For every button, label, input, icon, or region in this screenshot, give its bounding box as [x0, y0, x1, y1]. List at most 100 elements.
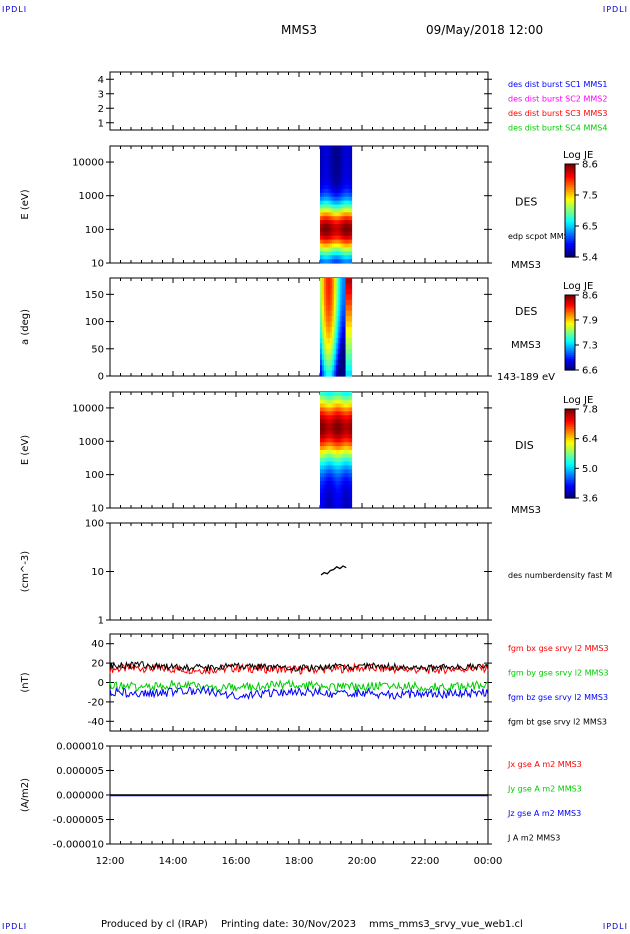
spectrogram-cell — [320, 227, 323, 233]
pitch-cell — [320, 321, 323, 328]
spectrogram-cell — [325, 231, 329, 237]
spectrogram-cell — [347, 422, 351, 428]
spectrogram-cell — [347, 480, 351, 486]
spectrogram-cell — [337, 504, 341, 509]
pitch-cell — [337, 332, 341, 339]
colorbar-1-cell — [565, 177, 575, 181]
spectrogram-cell — [345, 227, 349, 233]
spectrogram-cell — [329, 392, 333, 397]
pitch-cell — [329, 321, 333, 328]
spectrogram-cell — [329, 395, 333, 401]
pitch-cell — [339, 359, 343, 366]
spectrogram-cell — [339, 212, 343, 217]
spectrogram-cell — [339, 438, 343, 443]
current-legend-entry: Jx gse A m2 MMS3 — [507, 760, 582, 769]
spectrogram-cell — [337, 477, 341, 482]
spectrogram-cell — [333, 446, 337, 451]
spectrogram-cell — [327, 446, 331, 451]
spectrogram-cell — [333, 146, 337, 151]
pitch-cell — [333, 327, 337, 334]
density-ytick-label: 10 — [91, 567, 104, 578]
spectrogram-cell — [323, 169, 327, 174]
spectrogram-cell — [331, 255, 335, 260]
spacecraft-label: MMS3 — [511, 505, 541, 516]
spectrogram-cell — [327, 212, 331, 217]
spectrogram-cell — [337, 239, 341, 245]
spectrogram-cell — [343, 146, 347, 151]
spectrogram-cell — [335, 247, 339, 252]
pitch-cell — [325, 354, 329, 361]
spectrogram-cell — [325, 488, 329, 494]
spectrogram-cell — [347, 469, 351, 474]
spectrogram-cell — [335, 239, 339, 245]
spectrogram-cell — [325, 395, 329, 401]
colorbar-3-tick-label: 3.6 — [582, 494, 598, 505]
spectrogram-cell — [321, 430, 325, 436]
spectrogram-cell — [323, 157, 327, 163]
pitch-cell — [349, 337, 353, 344]
pitch-cell — [347, 332, 351, 339]
pitch-cell — [327, 343, 331, 350]
spectrogram-cell — [345, 247, 349, 252]
spectrogram-cell — [321, 255, 325, 260]
spectrogram-cell — [337, 496, 341, 501]
time-axis-label: 16:00 — [222, 856, 251, 867]
colorbar-3-cell — [565, 455, 575, 459]
spectrogram-cell — [337, 188, 341, 194]
spectrogram-cell — [333, 204, 337, 209]
pitch-cell — [327, 321, 331, 328]
spectrogram-cell — [331, 259, 335, 264]
spectrogram-cell — [339, 504, 343, 509]
spectrogram-cell — [329, 504, 333, 509]
pitch-cell — [343, 343, 347, 350]
spectrogram-cell — [329, 438, 333, 443]
spectrogram-cell — [349, 395, 353, 401]
spectrogram-cell — [333, 403, 337, 409]
pitch-cell — [320, 327, 323, 334]
spectrogram-cell — [343, 149, 347, 155]
spectrogram-cell — [337, 469, 341, 474]
colorbar-1-cell — [565, 215, 575, 219]
spectrogram-cell — [345, 185, 349, 190]
pitch-cell — [341, 365, 345, 372]
pitch-cell — [320, 299, 323, 306]
pitch-cell — [335, 359, 339, 366]
spectrogram-cell — [349, 399, 353, 405]
spectrogram-cell — [349, 392, 353, 397]
spectrogram-cell — [337, 446, 341, 451]
spectrogram-cell — [333, 484, 337, 490]
spectrogram-cell — [341, 473, 345, 478]
pitch-cell — [341, 299, 345, 306]
spectrogram-cell — [327, 500, 331, 505]
spectrogram-cell — [321, 231, 325, 237]
colorbar-3-tick-label: 5.0 — [582, 464, 598, 475]
spectrogram-cell — [337, 224, 341, 229]
spectrogram-cell — [347, 177, 351, 182]
colorbar-3-cell — [565, 433, 575, 437]
energy-ytick-label: 1000 — [79, 437, 104, 448]
colorbar-2-cell — [565, 355, 575, 358]
spectrogram-cell — [339, 407, 343, 412]
colorbar-3-cell — [565, 442, 575, 446]
colorbar-2-tick-label: 8.6 — [582, 291, 598, 302]
pitch-cell — [323, 365, 327, 372]
spectrogram-cell — [337, 161, 341, 167]
spectrogram-cell — [349, 146, 353, 151]
colorbar-1-tick-label: 8.6 — [582, 160, 598, 171]
pitch-cell — [345, 343, 349, 350]
colorbar-1-cell — [565, 203, 575, 207]
spectrogram-cell — [343, 196, 347, 202]
spectrogram-cell — [323, 231, 327, 237]
spectrogram-cell — [341, 181, 345, 186]
colorbar-2-cell — [565, 351, 575, 354]
spectrogram-cell — [343, 469, 347, 474]
spectrogram-cell — [343, 395, 347, 401]
spectrogram-cell — [341, 161, 345, 167]
spectrogram-cell — [345, 430, 349, 436]
spectrogram-cell — [335, 146, 339, 151]
colorbar-1-cell — [565, 212, 575, 216]
spectrogram-cell — [335, 496, 339, 501]
spectrogram-cell — [337, 153, 341, 159]
pitch-cell — [321, 365, 325, 372]
pitch-cell — [345, 348, 349, 355]
